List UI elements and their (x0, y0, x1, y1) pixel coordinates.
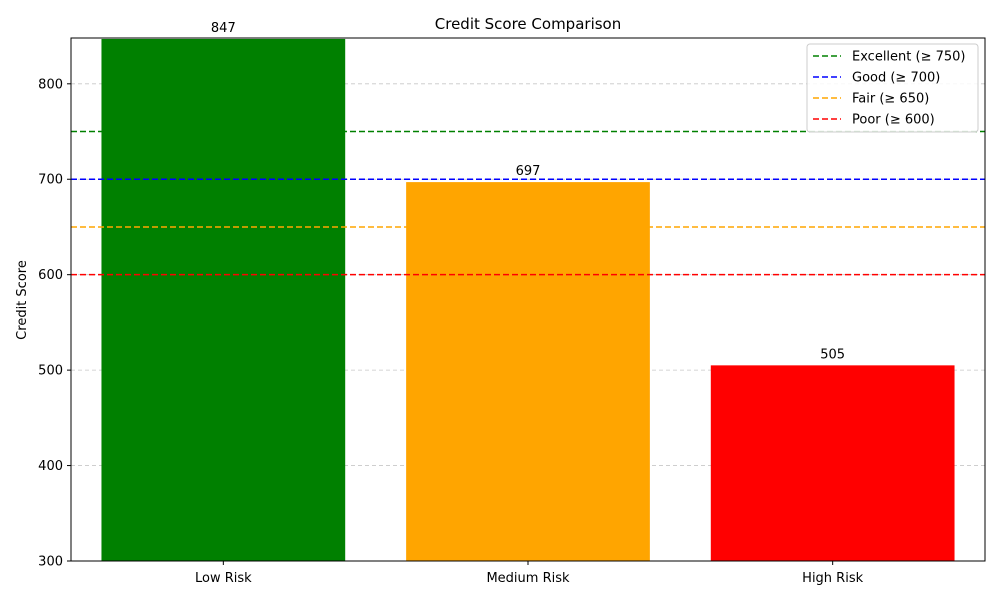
legend-label: Poor (≥ 600) (852, 113, 935, 128)
legend-label: Fair (≥ 650) (852, 92, 929, 107)
bars (101, 38, 955, 561)
data-label: 847 (211, 21, 236, 36)
legend-label: Good (≥ 700) (852, 71, 940, 86)
bar-high-risk (710, 365, 955, 561)
y-axis-ticks: 300 400 500 600 700 800 (38, 77, 71, 570)
y-tick-label: 500 (38, 364, 63, 379)
legend-label: Excellent (≥ 750) (852, 50, 966, 65)
bar-low-risk (101, 38, 346, 561)
x-tick-label: Medium Risk (486, 571, 570, 586)
x-tick-label: Low Risk (195, 571, 252, 586)
data-labels: 847 697 505 (211, 21, 845, 362)
data-label: 505 (820, 347, 845, 362)
y-tick-label: 400 (38, 459, 63, 474)
legend: Excellent (≥ 750) Good (≥ 700) Fair (≥ 650… (806, 43, 979, 133)
x-axis-ticks: Low Risk Medium Risk High Risk (195, 561, 864, 586)
y-axis-label: Credit Score (15, 260, 30, 340)
legend-box (806, 43, 979, 133)
y-tick-label: 600 (38, 268, 63, 283)
bar-medium-risk (406, 182, 650, 561)
y-tick-label: 800 (38, 77, 63, 92)
x-tick-label: High Risk (802, 571, 863, 586)
y-tick-label: 300 (38, 555, 63, 570)
chart-title: Credit Score Comparison (435, 15, 621, 33)
data-label: 697 (516, 164, 541, 179)
y-tick-label: 700 (38, 173, 63, 188)
